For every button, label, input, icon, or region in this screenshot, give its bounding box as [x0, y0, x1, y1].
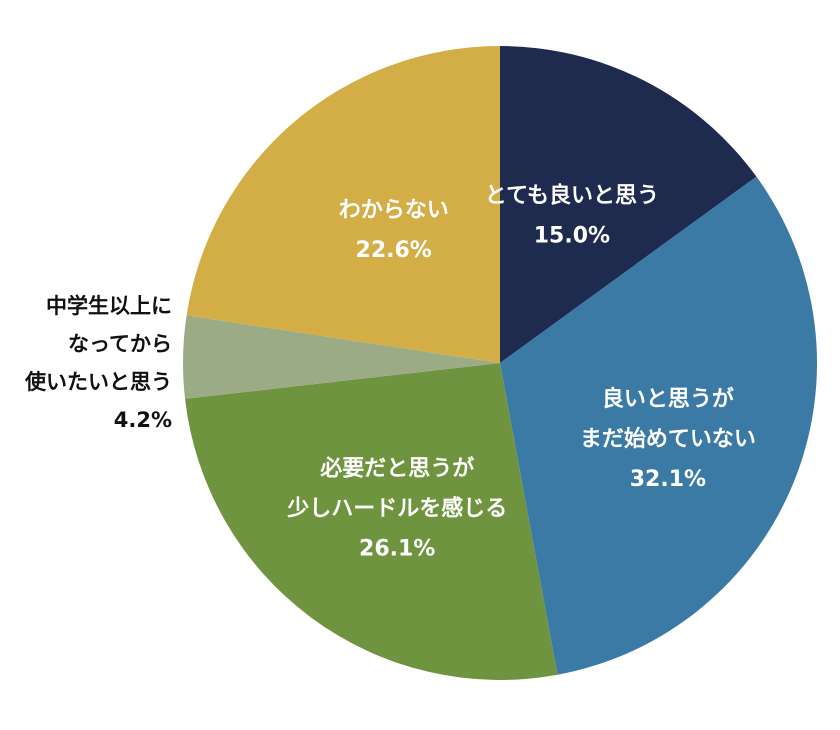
slice-category-label: 少しハードルを感じる	[286, 496, 507, 522]
slice-category-label: まだ始めていない	[580, 426, 756, 452]
slice-value-label: 32.1%	[630, 467, 706, 492]
pie-slice-2	[500, 176, 818, 675]
slice-label-1: とても良いと思う 15.0%	[485, 183, 659, 249]
pie-slice-1	[500, 46, 757, 363]
slice-value-label: 26.1%	[359, 537, 435, 562]
slice-category-label: なってから	[68, 332, 172, 356]
slice-value-label: 4.2%	[114, 408, 172, 432]
pie-slice-4	[183, 315, 500, 399]
pie-slices	[183, 46, 818, 680]
slice-category-label: わからない	[339, 198, 449, 223]
slice-category-label: 使いたいと思う	[24, 370, 172, 394]
pie-slice-3	[185, 363, 558, 680]
slice-category-label: 良いと思うが	[602, 386, 734, 412]
slice-value-label: 22.6%	[356, 238, 432, 263]
slice-label-5: わからない 22.6%	[339, 198, 449, 263]
pie-slice-5	[186, 46, 500, 363]
slice-category-label: とても良いと思う	[485, 183, 659, 209]
slice-value-label: 15.0%	[534, 224, 610, 249]
slice-category-label: 必要だと思うが	[320, 456, 474, 482]
slice-category-label: 中学生以上に	[46, 294, 172, 318]
